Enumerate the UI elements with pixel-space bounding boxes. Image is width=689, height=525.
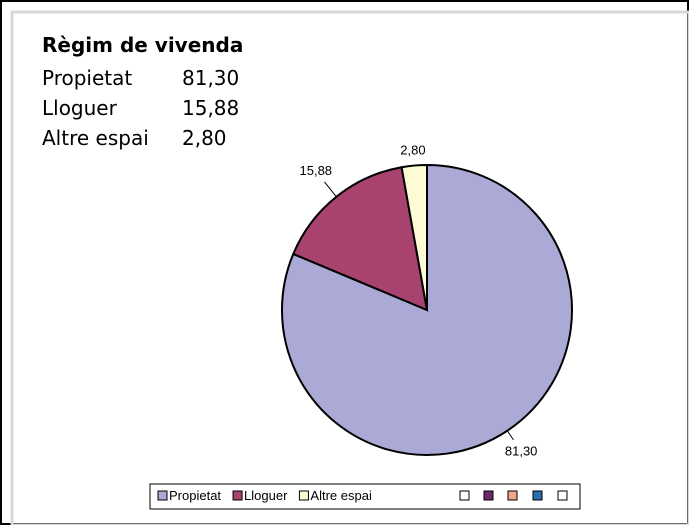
table-label: Altre espai <box>42 126 149 150</box>
value-table: Propietat 81,30 Lloguer 15,88 Altre espai 2,8… <box>42 66 239 150</box>
legend-swatch <box>557 490 568 501</box>
table-value: 81,30 <box>182 66 239 90</box>
legend-label: Altre espai <box>310 488 372 503</box>
legend-swatch <box>157 490 168 501</box>
table-value: 2,80 <box>182 126 227 150</box>
data-label: 81,30 <box>505 444 538 459</box>
data-label: 15,88 <box>300 163 333 178</box>
chart-title: Règim de vivenda <box>42 33 243 57</box>
data-label: 2,80 <box>400 143 425 158</box>
legend-swatch <box>298 490 309 501</box>
data-labels: 81,30 15,88 2,80 <box>300 143 538 459</box>
legend-swatch <box>532 490 543 501</box>
table-value: 15,88 <box>182 96 239 120</box>
legend-swatch <box>459 490 470 501</box>
legend-swatch <box>483 490 494 501</box>
pie-slice <box>400 163 428 311</box>
legend-swatch <box>232 490 243 501</box>
table-label: Propietat <box>42 66 132 90</box>
inner-frame <box>10 10 689 525</box>
pie <box>281 163 573 456</box>
leader-line <box>324 181 337 198</box>
leader-line <box>506 430 514 441</box>
legend-swatch <box>507 490 518 501</box>
pie-slice <box>291 166 429 312</box>
legend-items: Propietat Lloguer Altre espai <box>157 488 372 503</box>
table-label: Lloguer <box>42 96 118 120</box>
legend-empty-keys <box>459 490 568 501</box>
legend-label: Propietat <box>169 488 221 503</box>
legend-label: Lloguer <box>244 488 288 503</box>
